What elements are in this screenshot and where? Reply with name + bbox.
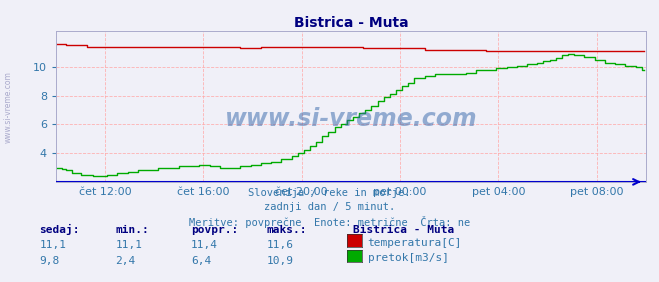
Text: 6,4: 6,4 (191, 256, 212, 266)
Text: temperatura[C]: temperatura[C] (368, 237, 462, 248)
Text: Slovenija / reke in morje.: Slovenija / reke in morje. (248, 188, 411, 197)
Text: pretok[m3/s]: pretok[m3/s] (368, 253, 449, 263)
Text: 9,8: 9,8 (40, 256, 60, 266)
Text: 11,1: 11,1 (115, 240, 142, 250)
Text: sedaj:: sedaj: (40, 224, 80, 235)
Text: 11,6: 11,6 (267, 240, 294, 250)
Text: Bistrica - Muta: Bistrica - Muta (353, 225, 454, 235)
Text: zadnji dan / 5 minut.: zadnji dan / 5 minut. (264, 202, 395, 212)
Text: 11,1: 11,1 (40, 240, 67, 250)
Text: 2,4: 2,4 (115, 256, 136, 266)
Text: www.si-vreme.com: www.si-vreme.com (3, 71, 13, 143)
Text: www.si-vreme.com: www.si-vreme.com (225, 107, 477, 131)
Text: maks.:: maks.: (267, 225, 307, 235)
Text: povpr.:: povpr.: (191, 225, 239, 235)
Text: min.:: min.: (115, 225, 149, 235)
Text: 10,9: 10,9 (267, 256, 294, 266)
Title: Bistrica - Muta: Bistrica - Muta (294, 16, 408, 30)
Text: Meritve: povprečne  Enote: metrične  Črta: ne: Meritve: povprečne Enote: metrične Črta:… (189, 216, 470, 228)
Text: 11,4: 11,4 (191, 240, 218, 250)
